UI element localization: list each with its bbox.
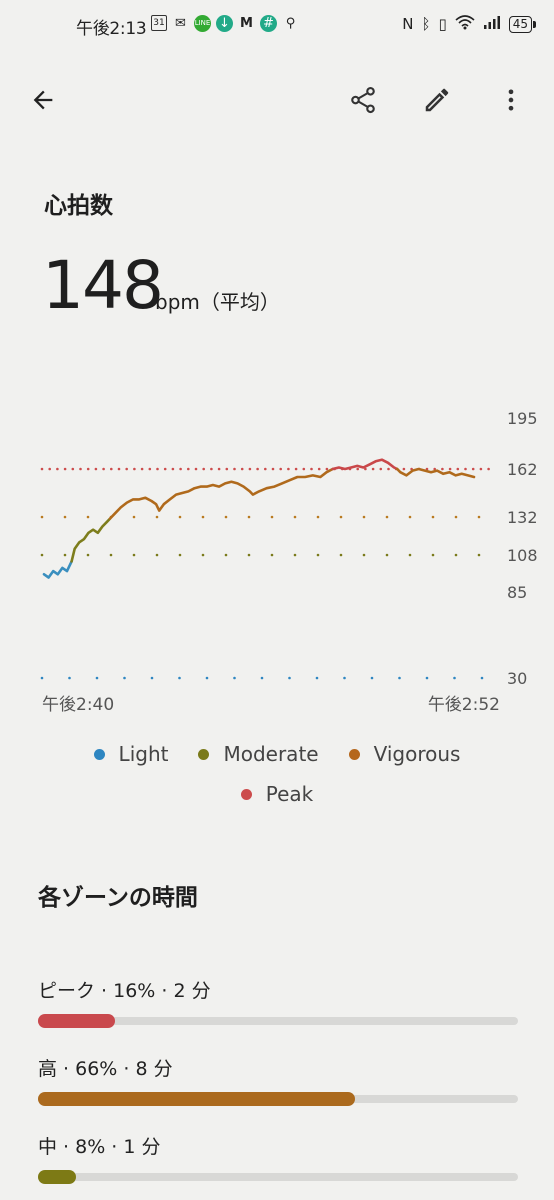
- zone-label-medium: 中 · 8% · 1 分: [38, 1136, 161, 1158]
- series-line-peak-3: [331, 458, 399, 471]
- y-tick-label: 195: [507, 409, 538, 428]
- vibrate-icon: ▯: [438, 15, 447, 33]
- zone-medium: 中 · 8% · 1 分: [38, 1132, 518, 1184]
- calendar-icon: 31: [151, 15, 167, 31]
- nfc-icon: N: [402, 15, 414, 33]
- legend-label-light: Light: [118, 742, 169, 766]
- mail-open-icon: ✉: [175, 16, 186, 31]
- slack-icon: #: [260, 15, 277, 32]
- zone-track-medium: [38, 1170, 518, 1184]
- battery-indicator: 45: [508, 15, 537, 33]
- heart-rate-chart: 195 162 132 108 85 30 午後2:40 午後2:52: [40, 409, 538, 715]
- y-tick-label: 108: [507, 546, 538, 565]
- series-line-moderate-1: [70, 517, 112, 563]
- legend-row-2: Peak: [0, 782, 554, 806]
- line-icon: LINE: [194, 15, 211, 32]
- zone-fill-peak: [38, 1014, 115, 1028]
- x-label-start: 午後2:40: [42, 695, 114, 715]
- legend-label-vigorous: Vigorous: [373, 742, 461, 766]
- legend-label-peak: Peak: [265, 782, 314, 806]
- zone-fill-high: [38, 1092, 355, 1106]
- legend-label-moderate: Moderate: [223, 742, 319, 766]
- legend-item-moderate: Moderate: [198, 742, 319, 766]
- back-button[interactable]: [17, 74, 69, 126]
- legend-item-light: Light: [93, 742, 169, 766]
- share-icon: [351, 86, 375, 114]
- legend-dot-light: [93, 748, 105, 760]
- zone-track-high: [38, 1092, 518, 1106]
- legend-dot-peak: [240, 788, 252, 800]
- legend-item-peak: Peak: [240, 782, 314, 806]
- heart-rate-title: 心拍数: [44, 193, 113, 219]
- pencil-icon: [425, 88, 449, 112]
- heart-rate-average-value: 148: [42, 247, 164, 324]
- zone-label-peak: ピーク · 16% · 2 分: [38, 980, 211, 1002]
- zone-track-peak: [38, 1014, 518, 1028]
- y-tick-label: 132: [507, 508, 538, 527]
- more-vert-icon: [508, 89, 514, 111]
- legend-item-vigorous: Vigorous: [348, 742, 461, 766]
- y-tick-label: 85: [507, 583, 527, 602]
- x-label-end: 午後2:52: [428, 695, 500, 715]
- legend-dot-vigorous: [348, 748, 360, 760]
- heart-rate-unit: bpm（平均）: [155, 290, 280, 314]
- series-line-vigorous-4: [395, 467, 476, 479]
- top-app-bar: [0, 74, 554, 126]
- keyhole-icon: ⚲: [285, 16, 296, 31]
- system-icons: N ᛒ ▯ 45: [402, 14, 537, 34]
- download-icon: ↓: [216, 15, 233, 32]
- zone-label-high: 高 · 66% · 8 分: [38, 1058, 173, 1080]
- gmail-icon: M: [240, 16, 253, 31]
- zone-high: 高 · 66% · 8 分: [38, 1054, 518, 1106]
- y-tick-label: 162: [507, 460, 538, 479]
- share-button[interactable]: [337, 74, 389, 126]
- series-line-vigorous-2: [108, 467, 334, 520]
- zones-title: 各ゾーンの時間: [38, 885, 198, 911]
- edit-button[interactable]: [411, 74, 463, 126]
- zone-fill-medium: [38, 1170, 77, 1184]
- status-time: 午後2:13: [76, 19, 147, 39]
- notification-icons: 31 ✉ LINE ↓ M # ⚲: [151, 15, 299, 32]
- chart-legend: Light Moderate Vigorous Peak: [0, 742, 554, 822]
- more-options-button[interactable]: [485, 74, 537, 126]
- series-line-light-0: [42, 560, 73, 579]
- legend-dot-moderate: [198, 748, 210, 760]
- signal-icon: [483, 14, 501, 34]
- wifi-icon: [455, 14, 475, 34]
- status-bar: 午後2:13 31 ✉ LINE ↓ M # ⚲ N ᛒ ▯ 45: [0, 0, 554, 52]
- legend-row-1: Light Moderate Vigorous: [0, 742, 554, 766]
- arrow-back-icon: [33, 90, 53, 110]
- zone-peak: ピーク · 16% · 2 分: [38, 976, 518, 1028]
- bluetooth-icon: ᛒ: [421, 15, 431, 33]
- y-tick-label: 30: [507, 669, 527, 688]
